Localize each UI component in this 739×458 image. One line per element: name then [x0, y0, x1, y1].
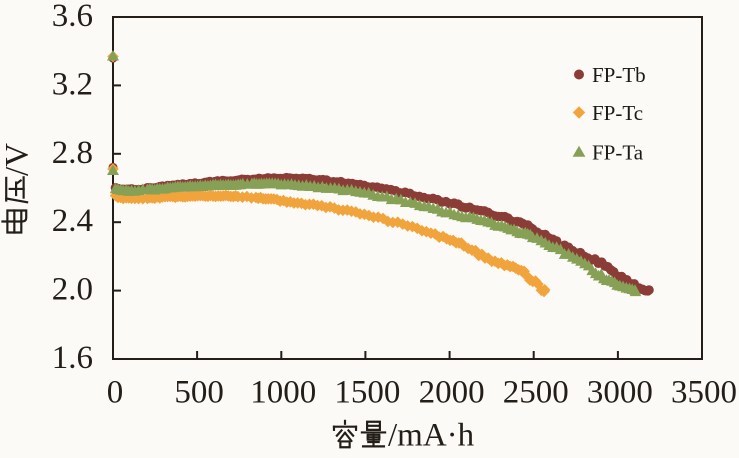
svg-text:3000: 3000: [587, 375, 653, 411]
svg-text:1500: 1500: [334, 375, 400, 411]
svg-text:3.2: 3.2: [52, 66, 93, 102]
svg-text:2000: 2000: [419, 375, 485, 411]
svg-text:2500: 2500: [503, 375, 569, 411]
svg-text:/mA·h: /mA·h: [388, 418, 475, 454]
svg-text:500: 500: [174, 375, 224, 411]
svg-text:FP-Tb: FP-Tb: [592, 63, 646, 87]
svg-text:FP-Ta: FP-Ta: [592, 140, 644, 164]
svg-text:2.0: 2.0: [52, 272, 93, 308]
svg-text:3500: 3500: [671, 375, 737, 411]
svg-text:2.8: 2.8: [52, 135, 93, 171]
svg-text:0: 0: [107, 375, 124, 411]
svg-text:1.6: 1.6: [52, 340, 93, 376]
svg-text:2.4: 2.4: [52, 203, 93, 239]
svg-text:FP-Tc: FP-Tc: [592, 101, 643, 125]
svg-text:3.6: 3.6: [52, 0, 93, 34]
svg-text:1000: 1000: [250, 375, 316, 411]
svg-text:/V: /V: [0, 143, 36, 176]
